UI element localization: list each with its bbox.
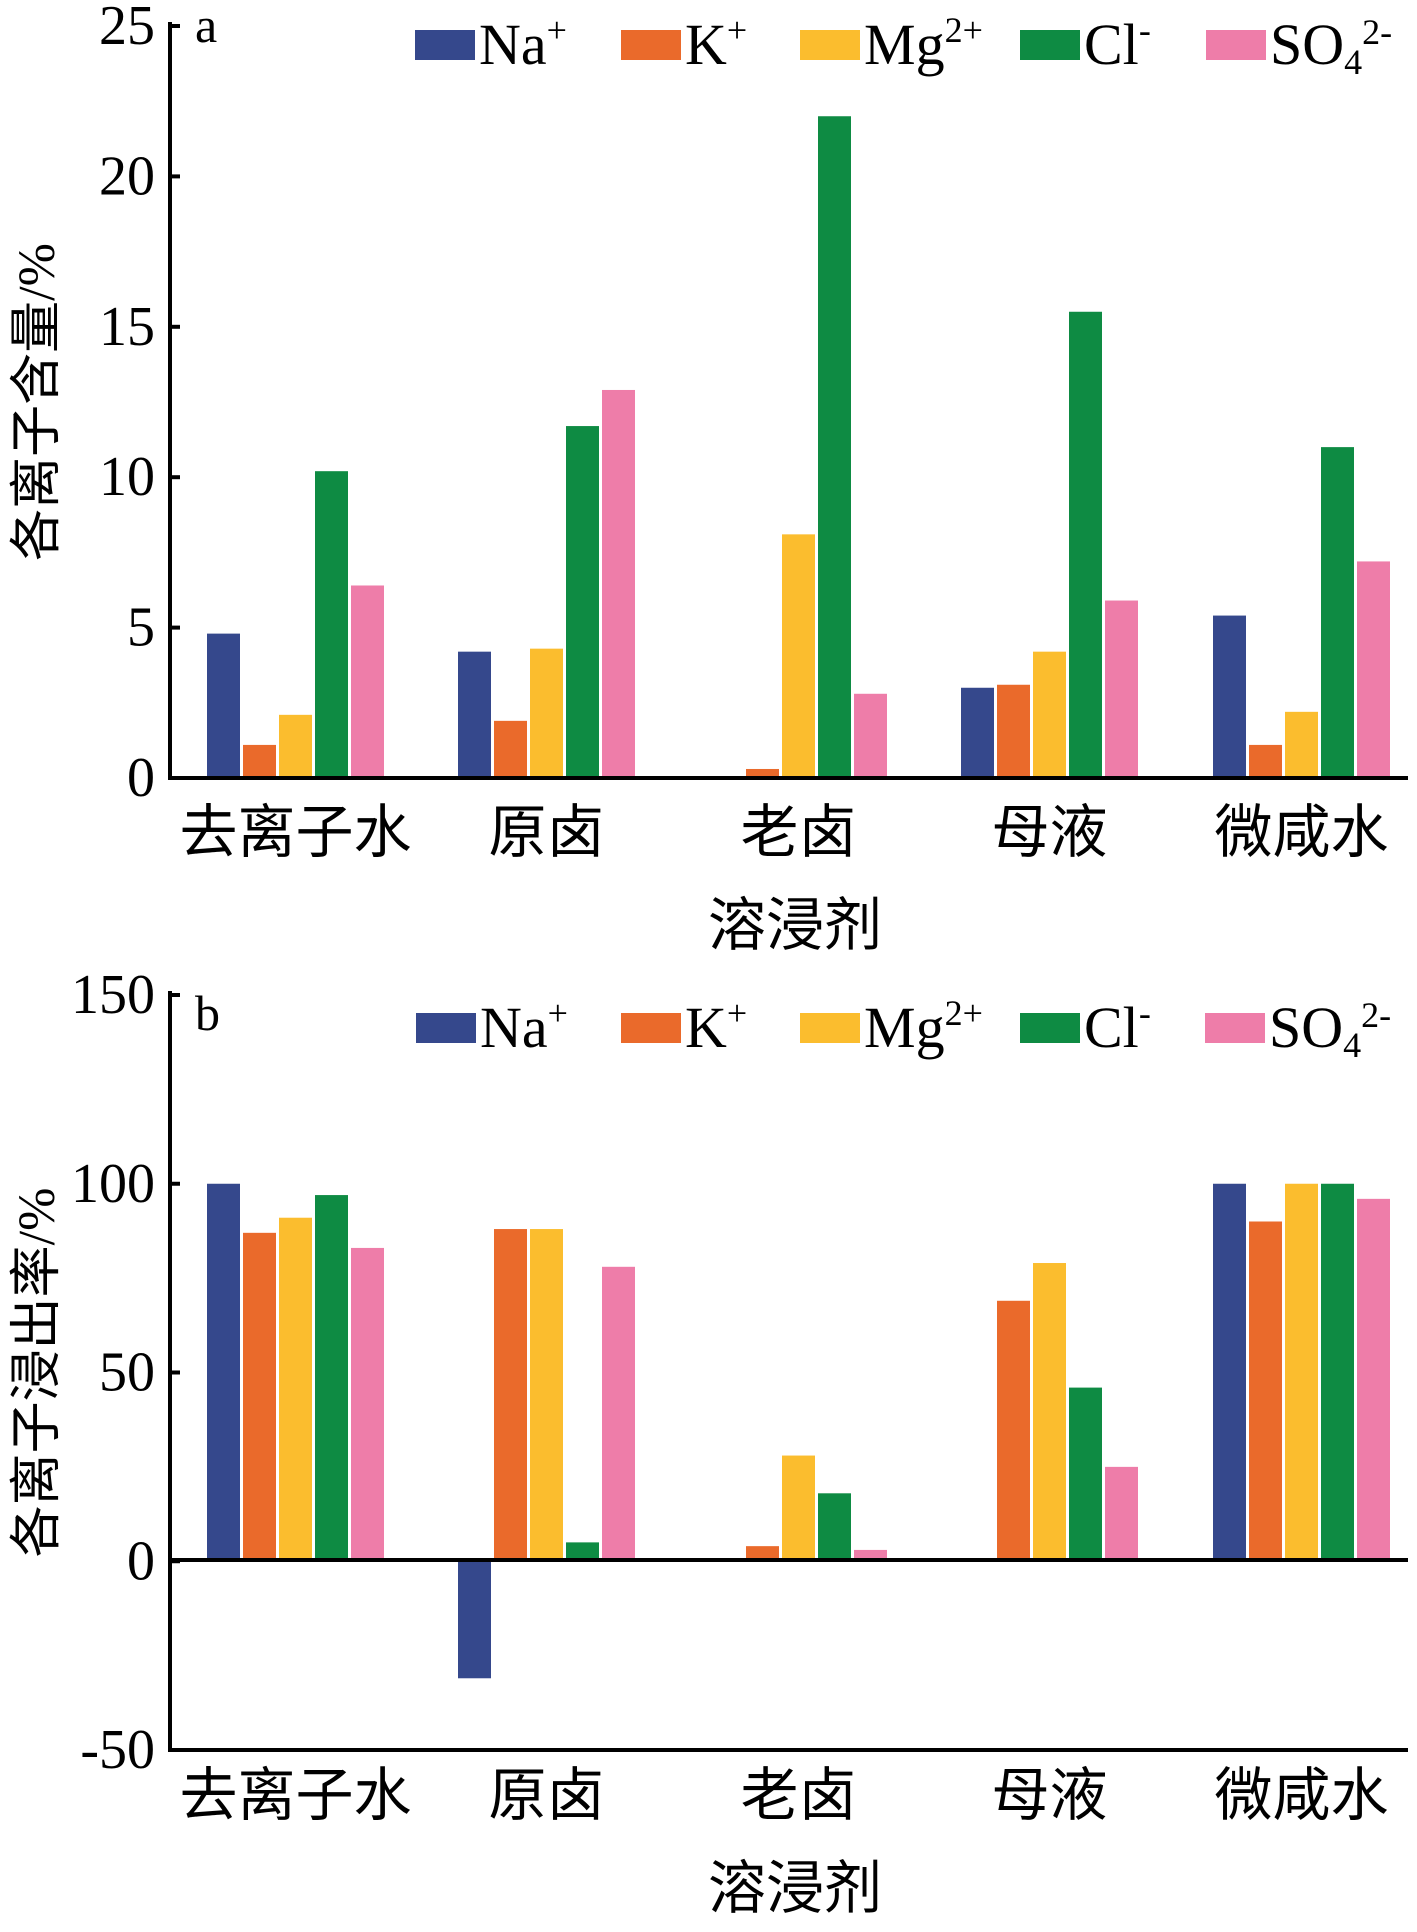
bar-a-cl-4 [1321, 447, 1354, 778]
legend-label-na: Na+ [480, 993, 568, 1060]
bar-a-na-0 [207, 633, 240, 778]
legend-label-so: SO42- [1269, 995, 1391, 1065]
bar-b-mg-1 [530, 1229, 563, 1562]
y-tick-label: 15 [99, 296, 155, 358]
legend-swatch-mg [800, 1013, 860, 1043]
bar-a-k-1 [494, 720, 527, 778]
legend-label-so: SO42- [1270, 12, 1392, 82]
bar-a-cl-0 [315, 471, 348, 778]
bar-b-cl-2 [818, 1493, 851, 1562]
x-category-label: 微咸水 [1214, 800, 1388, 865]
bar-b-so-4 [1357, 1198, 1390, 1562]
x-category-label: 老卤 [740, 1763, 856, 1828]
y-tick-label: 0 [127, 747, 155, 809]
bar-b-cl-0 [315, 1195, 348, 1562]
legend-label-k: K+ [685, 993, 747, 1060]
bar-a-so-3 [1105, 600, 1138, 778]
bar-b-so-3 [1105, 1466, 1138, 1562]
x-category-label: 母液 [991, 800, 1107, 865]
bar-b-na-0 [207, 1183, 240, 1562]
bar-b-mg-0 [279, 1217, 312, 1562]
bar-b-k-1 [494, 1229, 527, 1562]
legend: Na+ K+ Mg2+ Cl- SO42- [415, 10, 1392, 82]
bar-a-cl-2 [818, 116, 851, 779]
bar-a-mg-4 [1285, 711, 1318, 778]
y-tick-label: 50 [99, 1342, 155, 1404]
legend-swatch-k [621, 1013, 681, 1043]
y-axis-title: 各离子浸出率/% [9, 1188, 66, 1558]
bar-b-k-4 [1249, 1221, 1282, 1562]
bar-b-so-2 [854, 1549, 887, 1562]
bar-b-mg-4 [1285, 1183, 1318, 1562]
y-tick-label: 0 [127, 1530, 155, 1592]
x-category-label: 微咸水 [1214, 1763, 1388, 1828]
x-category-label: 原卤 [488, 800, 604, 865]
bar-a-na-1 [458, 651, 491, 778]
bar-a-cl-3 [1069, 311, 1102, 778]
bar-a-k-4 [1249, 744, 1282, 778]
legend-label-mg: Mg2+ [864, 10, 983, 77]
bar-a-so-2 [854, 693, 887, 778]
bar-b-na-4 [1213, 1183, 1246, 1562]
bar-b-na-1 [458, 1561, 491, 1679]
y-tick-label: 10 [99, 446, 155, 508]
bar-b-mg-3 [1033, 1263, 1066, 1562]
bar-a-k-2 [746, 768, 779, 778]
x-category-label: 母液 [991, 1763, 1107, 1828]
y-tick-label: 25 [99, 0, 155, 57]
y-tick-label: -50 [80, 1719, 155, 1781]
x-axis-title: 溶浸剂 [708, 893, 882, 958]
y-tick-label: 100 [71, 1153, 155, 1215]
legend-label-cl: Cl- [1084, 993, 1151, 1060]
legend-swatch-na [416, 1013, 476, 1043]
bar-b-k-2 [746, 1546, 779, 1562]
legend-swatch-mg [800, 30, 860, 60]
bar-b-cl-1 [566, 1542, 599, 1562]
bar-a-mg-1 [530, 648, 563, 778]
bar-b-k-0 [243, 1232, 276, 1562]
bar-a-so-1 [602, 389, 635, 778]
bar-a-so-4 [1357, 561, 1390, 778]
bar-a-na-3 [961, 687, 994, 778]
bar-b-cl-3 [1069, 1387, 1102, 1562]
bar-b-k-3 [997, 1300, 1030, 1562]
bar-b-so-0 [351, 1247, 384, 1562]
legend-swatch-so [1205, 1013, 1265, 1043]
panel-letter: a [195, 0, 217, 53]
x-category-label: 去离子水 [179, 800, 411, 865]
bar-a-so-0 [351, 585, 384, 778]
bar-b-mg-2 [782, 1455, 815, 1562]
y-tick-label: 150 [71, 964, 155, 1026]
y-tick-label: 20 [99, 145, 155, 207]
x-axis-title: 溶浸剂 [708, 1856, 882, 1921]
legend-swatch-so [1206, 30, 1266, 60]
x-category-label: 去离子水 [179, 1763, 411, 1828]
legend-swatch-k [621, 30, 681, 60]
bar-b-cl-4 [1321, 1183, 1354, 1562]
y-axis-title: 各离子含量/% [9, 243, 66, 561]
legend-label-k: K+ [685, 10, 747, 77]
bar-a-cl-1 [566, 426, 599, 778]
bar-a-mg-2 [782, 534, 815, 778]
legend: Na+ K+ Mg2+ Cl- SO42- [416, 993, 1391, 1065]
legend-label-mg: Mg2+ [864, 993, 983, 1060]
bar-a-mg-3 [1033, 651, 1066, 778]
bar-a-k-3 [997, 684, 1030, 778]
y-tick-label: 5 [127, 597, 155, 659]
panel-letter: b [195, 985, 220, 1041]
bar-a-mg-0 [279, 714, 312, 778]
x-category-label: 原卤 [488, 1763, 604, 1828]
x-category-label: 老卤 [740, 800, 856, 865]
legend-swatch-cl [1020, 1013, 1080, 1043]
bar-b-so-1 [602, 1266, 635, 1562]
legend-swatch-na [415, 30, 475, 60]
legend-swatch-cl [1020, 30, 1080, 60]
bar-a-k-0 [243, 744, 276, 778]
legend-label-na: Na+ [479, 10, 567, 77]
legend-label-cl: Cl- [1084, 10, 1151, 77]
bar-a-na-4 [1213, 615, 1246, 778]
